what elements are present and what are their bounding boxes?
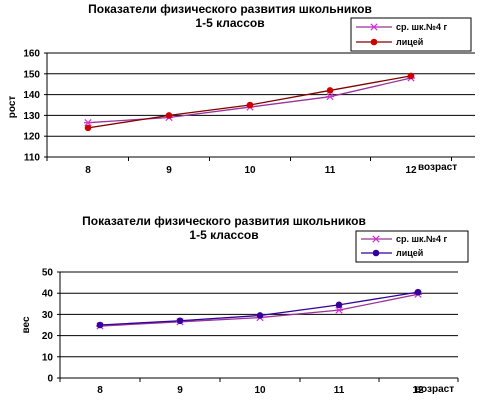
y-tick-label: 0: [47, 374, 53, 385]
y-tick-label: 150: [23, 69, 40, 80]
height-legend-marker-lyceum: [370, 38, 378, 46]
data-point-1-3: [326, 87, 334, 94]
y-tick-label: 160: [23, 49, 40, 60]
x-tick-label: 9: [177, 385, 183, 396]
weight-y-tick-labels: 0 10 20 30 40 50: [42, 268, 54, 385]
x-tick-label: 11: [334, 385, 345, 396]
data-point-1-2: [246, 101, 254, 109]
data-point-1-0: [84, 124, 92, 132]
height-chart: Показатели физического развития школьник…: [7, 2, 475, 176]
height-chart-title: Показатели физического развития школьник…: [88, 2, 372, 16]
weight-legend: ср. шк.№4 г лицей: [355, 230, 469, 263]
data-point-1-0: [96, 321, 104, 329]
y-tick-label: 40: [42, 289, 54, 300]
data-point-1-4: [414, 288, 422, 296]
y-tick-label: 140: [23, 90, 40, 101]
data-point-0-3: [326, 93, 334, 101]
y-tick-label: 110: [24, 153, 41, 164]
weight-legend-marker-school: [372, 235, 380, 243]
data-point-1-4: [407, 72, 415, 80]
weight-legend-label-school: ср. шк.№4 г: [396, 234, 448, 244]
height-y-tick-labels: 110 120 130 140 150 160: [23, 49, 40, 164]
data-point-1-3: [335, 301, 343, 309]
x-tick-label: 8: [97, 385, 103, 396]
weight-plot-area: 0 10 20 30 40 50 8 9 10 11 12: [42, 268, 459, 396]
legend-marker-point: [370, 23, 378, 31]
weight-chart-title: Показатели физического развития школьник…: [82, 214, 366, 228]
height-y-axis-label: рост: [7, 96, 18, 119]
x-tick-label: 11: [325, 165, 336, 176]
legend-marker-point: [372, 249, 380, 257]
height-legend-box: [350, 17, 472, 52]
height-series-markers: [84, 72, 415, 132]
y-tick-label: 10: [42, 352, 54, 363]
weight-gridlines: [57, 271, 459, 382]
y-tick-label: 120: [23, 132, 40, 143]
height-plot-area: 110 120 130 140 150 160 8 9 10 11 12: [23, 49, 475, 176]
weight-y-axis-label: вес: [21, 316, 32, 333]
height-x-axis-label: возраст: [418, 162, 457, 173]
y-tick-label: 20: [42, 331, 54, 342]
x-tick-label: 10: [254, 385, 266, 396]
height-legend-label-school: ср. шк.№4 г: [396, 22, 448, 32]
data-point-0-0: [84, 119, 92, 127]
weight-legend-box: [355, 230, 469, 263]
height-x-tick-labels: 8 9 10 11 12: [85, 165, 417, 176]
weight-legend-marker-lyceum: [372, 249, 380, 257]
x-tick-label: 9: [166, 165, 172, 176]
legend-marker-point: [372, 235, 380, 243]
weight-x-axis-label: возраст: [415, 384, 454, 395]
legend-marker-point: [370, 38, 378, 46]
x-tick-label: 12: [412, 385, 424, 396]
y-tick-label: 30: [42, 310, 54, 321]
height-legend-marker-school: [370, 23, 378, 31]
height-gridlines: [44, 52, 475, 161]
data-point-0-3: [335, 306, 343, 314]
height-legend-label-lyceum: лицей: [396, 37, 423, 47]
data-point-1-1: [176, 317, 184, 325]
weight-x-tick-labels: 8 9 10 11 12: [97, 385, 424, 396]
height-legend: ср. шк.№4 г лицей: [350, 17, 472, 52]
x-tick-label: 8: [85, 165, 91, 176]
weight-legend-label-lyceum: лицей: [396, 248, 423, 258]
y-tick-label: 50: [42, 268, 54, 279]
data-point-1-2: [256, 312, 264, 319]
y-tick-label: 130: [23, 111, 40, 122]
data-point-1-1: [165, 112, 173, 119]
x-tick-label: 12: [405, 165, 417, 176]
weight-chart-subtitle: 1-5 классов: [189, 228, 258, 242]
height-chart-subtitle: 1-5 классов: [195, 16, 264, 30]
x-tick-label: 10: [244, 165, 256, 176]
weight-series-markers: [96, 288, 422, 330]
weight-chart: Показатели физического развития школьник…: [21, 214, 469, 396]
